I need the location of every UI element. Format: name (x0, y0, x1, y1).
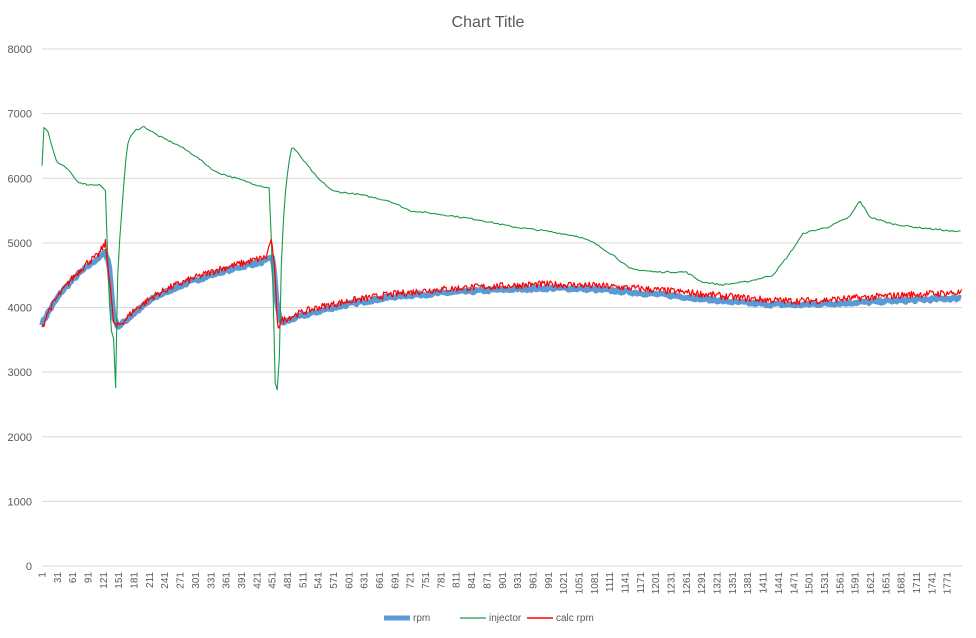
series-line-rpm (39, 248, 963, 330)
legend-label: calc rpm (556, 613, 594, 624)
x-tick-label: 1441 (774, 572, 785, 595)
x-tick-label: 781 (436, 572, 447, 589)
series-lines (39, 125, 963, 391)
x-tick-label: 691 (390, 572, 401, 589)
x-tick-label: 1651 (881, 572, 892, 595)
x-tick-label: 871 (482, 572, 493, 589)
x-tick-label: 181 (130, 572, 141, 589)
x-tick-label: 1531 (820, 572, 831, 595)
y-axis-tick-labels: 0 1000 2000 3000 4000 5000 6000 7000 8000 (8, 44, 32, 573)
x-tick-label: 1591 (851, 572, 862, 595)
x-tick-label: 1681 (897, 572, 908, 595)
x-tick-label: 1471 (789, 572, 800, 595)
x-tick-label: 1 (38, 572, 49, 578)
y-tick-label: 4000 (8, 303, 32, 315)
x-tick-label: 361 (222, 572, 233, 589)
x-tick-label: 1741 (927, 572, 938, 595)
x-tick-label: 571 (329, 572, 340, 589)
x-tick-label: 1711 (912, 572, 923, 594)
x-tick-label: 391 (237, 572, 248, 589)
x-tick-label: 1381 (743, 572, 754, 595)
x-tick-label: 241 (160, 572, 171, 589)
x-tick-label: 121 (99, 572, 110, 589)
y-tick-label: 0 (26, 561, 32, 573)
x-tick-label: 1111 (605, 572, 616, 592)
x-tick-label: 61 (68, 572, 79, 584)
x-tick-label: 541 (314, 572, 325, 589)
chart-title: Chart Title (452, 14, 525, 31)
x-tick-label: 811 (452, 572, 463, 588)
x-tick-label: 661 (375, 572, 386, 589)
x-tick-label: 1351 (728, 572, 739, 595)
x-tick-label: 841 (467, 572, 478, 589)
x-tick-label: 301 (191, 572, 202, 589)
x-tick-label: 1771 (943, 572, 954, 595)
x-tick-label: 1021 (559, 572, 570, 595)
x-tick-label: 1561 (835, 572, 846, 595)
x-tick-label: 211 (145, 572, 156, 588)
x-tick-label: 511 (298, 572, 309, 588)
series-line-calc-rpm (41, 238, 963, 329)
x-tick-label: 1291 (697, 572, 708, 595)
y-tick-label: 7000 (8, 109, 32, 121)
x-tick-label: 961 (528, 572, 539, 589)
x-tick-label: 991 (544, 572, 555, 589)
y-tick-label: 1000 (8, 496, 32, 508)
y-tick-label: 5000 (8, 238, 32, 250)
x-tick-label: 1051 (574, 572, 585, 595)
y-tick-label: 2000 (8, 432, 32, 444)
x-tick-label: 1411 (759, 572, 770, 594)
x-tick-label: 601 (344, 572, 355, 589)
legend-label: rpm (413, 613, 430, 624)
legend-label: injector (489, 613, 522, 624)
x-tick-label: 931 (513, 572, 524, 589)
x-tick-label: 1231 (667, 572, 678, 595)
y-tick-label: 8000 (8, 44, 32, 56)
x-tick-label: 721 (406, 572, 417, 589)
x-tick-label: 91 (84, 572, 95, 584)
y-tick-label: 6000 (8, 173, 32, 185)
x-axis-tick-labels: 1 31 61 91 121 151 181 211 241 271 301 331 361 391 421… (38, 572, 954, 595)
x-tick-label: 151 (114, 572, 125, 589)
x-tick-label: 271 (176, 572, 187, 589)
x-tick-label: 751 (421, 572, 432, 589)
x-tick-label: 451 (268, 572, 279, 589)
x-tick-label: 421 (252, 572, 263, 589)
x-tick-label: 1081 (590, 572, 601, 595)
x-tick-label: 31 (53, 572, 64, 584)
x-tick-label: 481 (283, 572, 294, 589)
x-tick-label: 1501 (805, 572, 816, 595)
y-tick-label: 3000 (8, 367, 32, 379)
x-tick-label: 331 (206, 572, 217, 589)
gridlines (42, 48, 962, 567)
x-tick-label: 1621 (866, 572, 877, 595)
x-tick-label: 631 (360, 572, 371, 589)
x-tick-label: 1201 (651, 572, 662, 595)
x-tick-label: 1171 (636, 572, 647, 594)
series-line-injector (41, 125, 961, 391)
x-tick-label: 901 (498, 572, 509, 589)
x-tick-label: 1261 (682, 572, 693, 595)
x-tick-label: 1321 (713, 572, 724, 595)
x-tick-label: 1141 (620, 572, 631, 594)
legend: rpm injector calc rpm (384, 613, 594, 624)
